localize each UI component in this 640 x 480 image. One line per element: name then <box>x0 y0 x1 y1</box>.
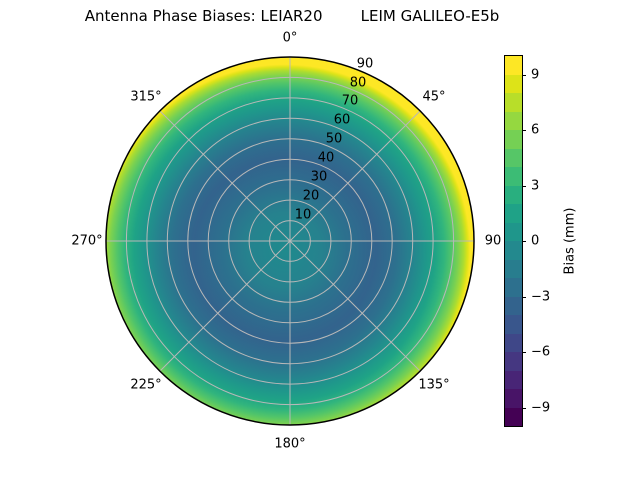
radial-tick-label: 10 <box>294 207 312 223</box>
colorbar-segment <box>505 129 522 149</box>
colorbar-segment <box>505 166 522 186</box>
radial-tick-label: 40 <box>317 150 335 166</box>
colorbar-segment <box>505 370 522 389</box>
angular-gridline <box>159 240 291 372</box>
colorbar-tickmark <box>522 296 526 298</box>
colorbar-segment <box>505 92 522 112</box>
colorbar-segment <box>505 222 522 241</box>
colorbar-axis-label: Bias (mm) <box>562 207 578 275</box>
colorbar-segment <box>505 333 522 352</box>
radial-tick-label: 70 <box>341 93 359 109</box>
angular-tick-label: 0° <box>282 30 298 46</box>
colorbar-segment <box>505 185 522 204</box>
colorbar-segment <box>505 240 522 260</box>
colorbar-segment <box>505 55 522 75</box>
angular-tick-label: 90 <box>484 233 502 249</box>
angular-tick-label: 180° <box>274 436 306 452</box>
radial-tick-label: 50 <box>325 131 343 147</box>
colorbar-tickmark <box>522 185 526 187</box>
colorbar-tick-label: −9 <box>531 400 551 415</box>
colorbar-tickmark <box>522 407 526 409</box>
colorbar-tick-label: 0 <box>531 233 540 249</box>
radial-tick-label: 60 <box>333 112 351 128</box>
angular-tick-label: 225° <box>130 377 162 393</box>
angular-tick-label: 270° <box>71 233 103 249</box>
colorbar-segment <box>505 148 522 167</box>
polar-grid <box>106 57 474 425</box>
colorbar-tick-label: 3 <box>531 178 540 193</box>
colorbar-tickmark <box>522 241 526 242</box>
colorbar-tickmark <box>522 130 526 131</box>
angular-gridline <box>289 240 421 372</box>
radial-tick-label: 20 <box>302 188 320 204</box>
colorbar-tickmark <box>522 352 526 353</box>
colorbar-segment <box>505 203 522 223</box>
angular-tick-label: 45° <box>422 89 446 105</box>
colorbar-segment <box>505 314 522 334</box>
colorbar-tick-label: 6 <box>531 122 540 138</box>
colorbar-tick-label: −6 <box>531 344 551 360</box>
colorbar-segment <box>505 259 522 278</box>
radial-tick-label: 90 <box>356 56 374 72</box>
colorbar-segment <box>505 388 522 408</box>
colorbar-tick-label: −3 <box>531 289 551 304</box>
colorbar <box>504 55 523 427</box>
angular-gridline <box>289 110 421 242</box>
chart-title: Antenna Phase Biases: LEIAR20 LEIM GALIL… <box>84 7 500 25</box>
angular-tick-label: 135° <box>418 377 450 393</box>
colorbar-segment <box>505 407 522 426</box>
colorbar-tickmark <box>522 74 526 76</box>
colorbar-segment <box>505 277 522 297</box>
polar-outline <box>105 56 475 426</box>
colorbar-segment <box>505 351 522 371</box>
radial-tick-label: 30 <box>310 169 328 185</box>
colorbar-segment <box>505 296 522 315</box>
colorbar-segment <box>505 74 522 93</box>
colorbar-tick-label: 9 <box>531 67 540 82</box>
angular-tick-label: 315° <box>130 89 162 105</box>
angular-gridline <box>159 110 291 242</box>
colorbar-segment <box>505 111 522 130</box>
radial-tick-label: 80 <box>349 75 367 91</box>
